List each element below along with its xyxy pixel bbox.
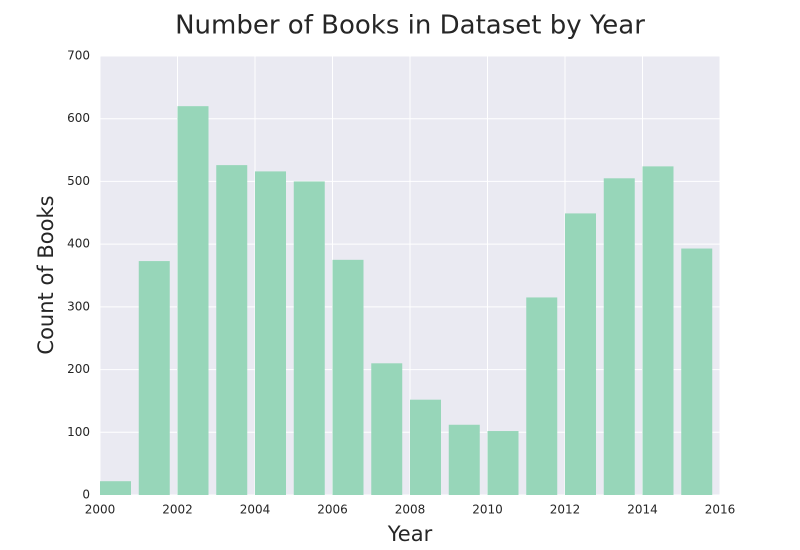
bars [100,106,713,496]
bar-2001 [138,261,170,495]
x-tick-label: 2010 [472,503,503,517]
bar-2013 [603,178,635,496]
x-tick-label: 2014 [627,503,658,517]
x-tick-label: 2012 [550,503,581,517]
x-tick-label: 2004 [240,503,271,517]
tick-labels: 2000 2002 2004 2006 2008 2010 2012 2014 2016 0 100… [67,49,735,517]
bar-2006 [332,259,364,495]
bar-2003 [216,165,248,495]
y-tick-label: 300 [67,299,90,313]
y-tick-label: 100 [67,425,90,439]
y-tick-label: 400 [67,237,90,251]
y-tick-label: 500 [67,174,90,188]
bar-2008 [410,399,441,495]
bar-2009 [448,424,480,495]
y-tick-label: 0 [82,488,90,502]
y-tick-label: 700 [67,49,90,63]
x-tick-label: 2016 [705,503,736,517]
x-tick-label: 2008 [395,503,426,517]
y-tick-label: 600 [67,111,90,125]
y-tick-label: 200 [67,362,90,376]
x-tick-label: 2000 [85,503,116,517]
bar-2011 [526,297,558,495]
bar-2004 [255,171,286,495]
bar-2012 [565,213,596,496]
bar-2015 [681,248,713,495]
chart-title: Number of Books in Dataset by Year [175,11,645,41]
bar-2010 [487,431,519,495]
bar-2005 [293,181,325,495]
x-axis-title: Year [387,522,433,546]
bar-2000 [100,481,131,495]
x-tick-label: 2002 [162,503,193,517]
bar-2014 [642,166,674,495]
bar-2002 [177,106,209,496]
bar-2007 [371,363,403,495]
x-tick-label: 2006 [317,503,348,517]
y-axis-title: Count of Books [34,195,58,354]
